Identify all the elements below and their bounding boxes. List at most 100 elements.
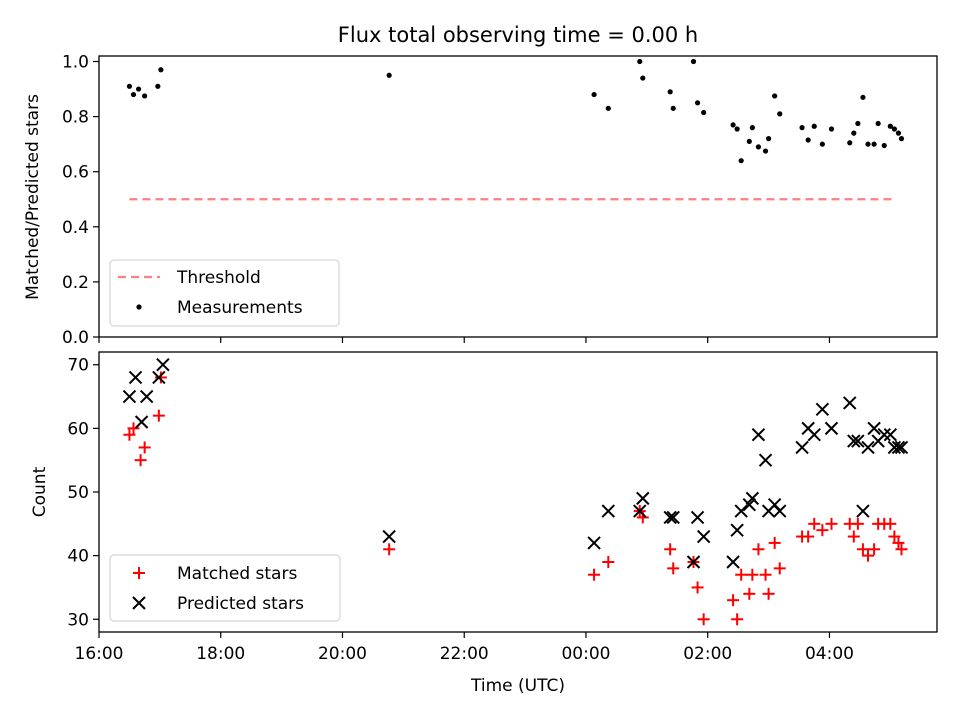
top-legend-box — [109, 259, 340, 327]
top-y-tick-label: 0.6 — [62, 163, 89, 183]
top-panel-ticks: 0.0 0.2 0.4 0.6 0.8 1.0 — [62, 53, 831, 348]
matched-star-point — [847, 530, 860, 543]
predicted-star-d2 — [690, 510, 705, 525]
bottom-y-tick-label: 60 — [67, 419, 89, 439]
predicted-star-d2 — [856, 504, 870, 518]
predicted-star-d2 — [773, 504, 787, 518]
predicted-star-d2 — [867, 421, 881, 436]
predicted-star-point — [734, 504, 748, 518]
measurement-point — [158, 67, 164, 73]
bottom-panel-ticks: 16:00 18:00 20:00 22:00 00:00 02:00 04:00 30 40 5… — [67, 356, 854, 664]
matched-star-point — [727, 594, 740, 607]
legend-threshold-label: Threshold — [176, 268, 261, 288]
predicted-star-d2 — [883, 428, 898, 442]
predicted-star-point — [726, 555, 740, 569]
bottom-y-tick-label: 40 — [67, 547, 89, 567]
matched-star-point — [888, 530, 901, 543]
matched-star-point — [588, 568, 601, 581]
matched-star-point — [383, 543, 396, 556]
predicted-star-point — [382, 529, 396, 544]
measurement-point — [865, 141, 871, 147]
x-tick-label: 00:00 — [561, 644, 610, 664]
matched-star-point — [731, 613, 744, 626]
x-tick-label: 16:00 — [75, 644, 124, 664]
predicted-star-point — [795, 440, 809, 455]
measurement-point — [895, 130, 902, 136]
matched-star-point — [667, 562, 680, 575]
matched-star-point — [123, 428, 136, 441]
measurement-point — [851, 130, 857, 136]
top-y-tick-label: 0.4 — [62, 218, 89, 238]
top-y-tick-label: 1.0 — [62, 53, 89, 73]
measurement-point — [881, 142, 887, 149]
predicted-star-point — [807, 428, 821, 442]
predicted-star-d2 — [601, 504, 616, 518]
predicted-star-point — [128, 370, 143, 385]
measurement-point — [811, 123, 817, 129]
chart-title: Flux total observing time = 0.00 h — [338, 23, 698, 47]
measurement-point — [860, 94, 866, 100]
predicted-star-d2 — [726, 555, 740, 569]
predicted-star-d2 — [891, 440, 906, 455]
measurement-point — [871, 141, 877, 147]
matched-star-point — [743, 587, 756, 600]
measurement-point — [701, 109, 707, 116]
matched-star-point — [152, 409, 165, 422]
legend-measurements-swatch — [136, 304, 142, 310]
matched-star-point — [138, 441, 151, 454]
predicted-star-point — [152, 370, 166, 385]
measurement-point — [765, 136, 772, 142]
measurement-point — [155, 83, 161, 89]
predicted-star-point — [686, 555, 701, 569]
predicted-star-d2 — [666, 510, 680, 525]
predicted-star-d2 — [587, 536, 601, 550]
measurement-point — [898, 136, 905, 142]
matched-star-point — [752, 543, 765, 556]
measurement-point — [887, 123, 893, 129]
predicted-star-point — [883, 428, 898, 442]
matched-star-point — [868, 543, 881, 556]
predicted-star-d2 — [795, 440, 809, 455]
predicted-star-d2 — [824, 421, 839, 436]
matched-star-point — [735, 568, 748, 581]
x-axis-label: Time (UTC) — [470, 676, 565, 696]
matched-star-point — [762, 587, 775, 600]
x-tick-label: 18:00 — [196, 644, 245, 664]
predicted-star-d2 — [686, 555, 701, 569]
matched-star-point — [884, 517, 897, 530]
matched-star-point — [759, 568, 772, 581]
measurement-point — [828, 126, 835, 132]
matched-star-point — [664, 543, 677, 556]
predicted-star-point — [587, 536, 601, 550]
measurement-point — [640, 75, 646, 81]
measurement-point — [777, 111, 783, 117]
predicted-star-d2 — [815, 402, 830, 416]
matched-star-point — [746, 568, 759, 581]
bottom-y-tick-label: 70 — [67, 356, 89, 376]
matched-star-point — [808, 517, 821, 530]
matched-star-point — [892, 536, 905, 549]
measurement-point — [730, 122, 736, 128]
predicted-star-d2 — [663, 510, 677, 525]
legend-matched-label: Matched stars — [177, 564, 297, 584]
predicted-star-d2 — [156, 358, 170, 372]
matched-star-point — [851, 517, 864, 530]
bottom-y-tick-label: 30 — [67, 610, 89, 630]
measurement-point — [667, 89, 673, 95]
matched-star-point — [862, 549, 875, 562]
predicted-star-d2 — [894, 440, 909, 455]
bottom-legend-box — [109, 554, 341, 622]
top-y-tick-label: 0.8 — [62, 108, 89, 128]
top-panel-plot — [126, 58, 905, 201]
measurement-point — [805, 137, 811, 143]
predicted-star-d2 — [847, 434, 861, 448]
x-tick-label: 02:00 — [683, 644, 732, 664]
x-tick-label: 20:00 — [318, 644, 367, 664]
predicted-star-d2 — [633, 504, 647, 518]
predicted-star-d2 — [877, 428, 891, 442]
matched-star-point — [154, 371, 167, 384]
predicted-star-point — [633, 504, 647, 518]
predicted-star-d2 — [851, 434, 865, 448]
measurement-point — [734, 126, 740, 132]
